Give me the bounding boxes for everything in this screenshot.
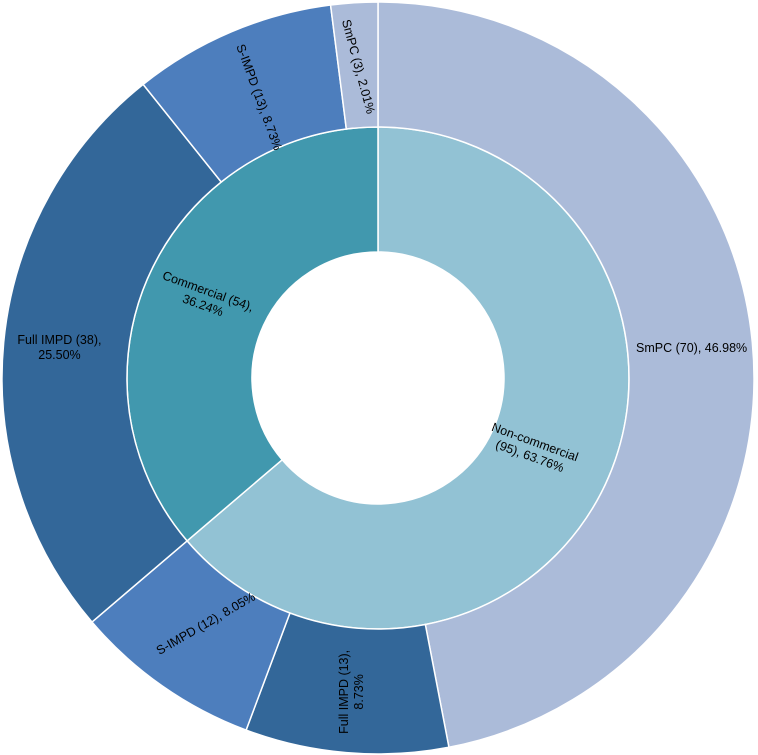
outer-slice-commercial-full-impd [1, 83, 223, 624]
outer-label-commercial-full-impd: Full IMPD (38), 25.50% [17, 333, 101, 362]
outer-slice-non-commercial-smpc [377, 1, 755, 749]
donut-center-hole [253, 253, 503, 503]
outer-label-non-commercial-smpc: SmPC (70), 46.98% [636, 341, 747, 355]
outer-label-non-commercial-full-impd: Full IMPD (13),8.73% [337, 650, 366, 734]
outer-slice-commercial-smpc [329, 1, 379, 130]
